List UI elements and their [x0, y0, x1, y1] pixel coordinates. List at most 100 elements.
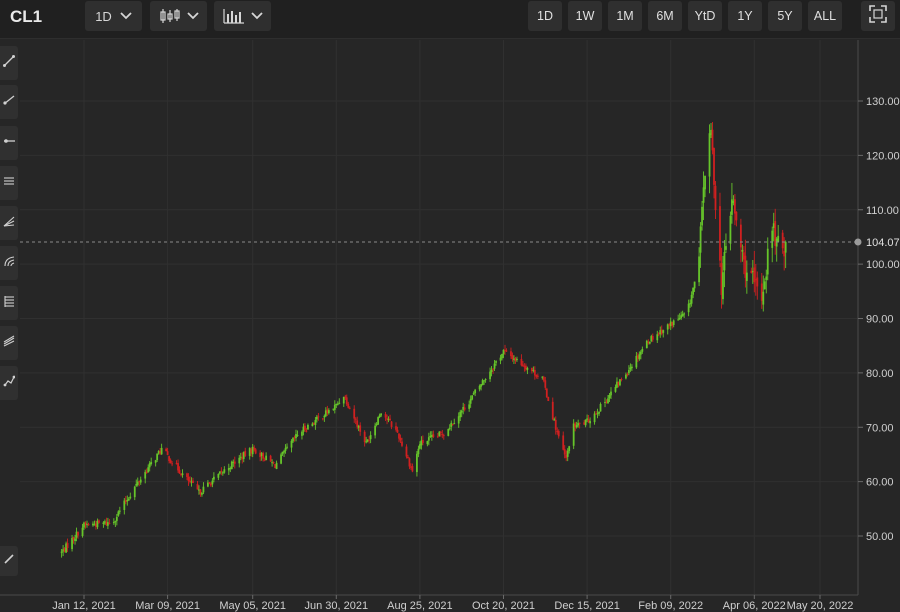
- candle-body: [490, 369, 493, 372]
- candle-body: [577, 422, 580, 426]
- candle-body: [208, 482, 211, 484]
- candle-body: [259, 452, 262, 458]
- candle-body: [175, 463, 178, 465]
- candle-body: [248, 448, 251, 456]
- path-icon: [3, 374, 16, 392]
- candle-body: [565, 454, 568, 458]
- candle-body: [321, 418, 324, 420]
- indicators-dropdown[interactable]: [214, 1, 271, 31]
- candle-body: [212, 476, 215, 480]
- candle-body: [784, 241, 787, 253]
- candle-body: [614, 386, 617, 392]
- candle-body: [639, 351, 642, 355]
- candle-body: [81, 527, 84, 537]
- candle-body: [145, 471, 148, 474]
- candle-body: [223, 469, 226, 473]
- candle-body: [659, 330, 662, 335]
- candle-body: [641, 348, 644, 352]
- range-button-ytd[interactable]: YtD: [688, 1, 722, 31]
- candle-body: [159, 450, 162, 454]
- candle-body: [620, 379, 623, 381]
- chart-grid: [20, 40, 858, 595]
- candle-body: [220, 470, 223, 472]
- candle-body: [429, 435, 432, 437]
- range-button-1d[interactable]: 1D: [528, 1, 562, 31]
- candle-body: [104, 521, 106, 523]
- candle-body: [201, 492, 203, 495]
- range-button-1m[interactable]: 1M: [608, 1, 642, 31]
- candle-body: [74, 538, 76, 541]
- candle-body: [681, 314, 684, 317]
- candle-body: [750, 270, 753, 274]
- candle-body: [760, 283, 763, 301]
- range-button-all[interactable]: ALL: [808, 1, 842, 31]
- trend-line-tool[interactable]: [0, 46, 18, 80]
- candle-body: [127, 498, 130, 501]
- candle-body: [295, 434, 297, 439]
- candle-body: [399, 437, 402, 441]
- candle-body: [189, 480, 191, 482]
- candle-body: [450, 422, 453, 427]
- path-tool[interactable]: [0, 366, 18, 400]
- candle-body: [710, 129, 712, 136]
- candle-body: [462, 407, 465, 410]
- candle-body: [687, 303, 690, 313]
- candle-body: [617, 381, 620, 385]
- range-button-5y[interactable]: 5Y: [768, 1, 802, 31]
- candle-body: [168, 456, 170, 462]
- candle-body: [377, 417, 380, 425]
- horizontal-ray-tool[interactable]: [0, 126, 18, 160]
- candle-body: [396, 429, 399, 433]
- range-button-6m[interactable]: 6M: [648, 1, 682, 31]
- range-button-1w[interactable]: 1W: [568, 1, 602, 31]
- candle-body: [666, 324, 669, 330]
- candle-body: [523, 366, 526, 368]
- candle-body: [296, 434, 299, 436]
- candle-body: [572, 423, 575, 446]
- chart-type-dropdown[interactable]: [150, 1, 207, 31]
- fullscreen-button[interactable]: [861, 1, 895, 31]
- ray-tool[interactable]: [0, 85, 18, 119]
- candle-body: [356, 420, 359, 427]
- range-button-1y[interactable]: 1Y: [728, 1, 762, 31]
- fib-fan-tool[interactable]: [0, 246, 18, 280]
- x-tick-label: Dec 15, 2021: [554, 600, 619, 612]
- candle-body: [610, 391, 612, 396]
- candle-body: [647, 341, 650, 344]
- candle-body: [753, 267, 756, 283]
- candle-body: [292, 437, 294, 442]
- x-axis-ticks: Jan 12, 2021 Mar 09, 2021 May 05, 2021 Jun …: [52, 595, 853, 612]
- candle-body: [783, 251, 786, 257]
- interval-dropdown[interactable]: 1D: [85, 1, 142, 31]
- fib-retracement-tool[interactable]: [0, 206, 18, 240]
- candle-body: [345, 397, 348, 405]
- candle-body: [619, 379, 621, 386]
- candle-body: [763, 281, 766, 290]
- candle-body: [510, 351, 512, 357]
- parallel-channel-tool[interactable]: [0, 166, 18, 200]
- candle-body: [347, 403, 350, 408]
- candle-body: [178, 469, 181, 474]
- chevron-down-icon: [120, 12, 132, 20]
- chart-toolbar: CL1 1D 1D: [0, 0, 900, 39]
- candle-body: [638, 354, 641, 360]
- candle-body: [254, 449, 257, 454]
- candle-body: [169, 459, 172, 463]
- candle-body: [405, 446, 408, 457]
- candle-body: [514, 358, 517, 361]
- fib-levels-tool[interactable]: [0, 286, 18, 320]
- candle-body: [386, 418, 388, 420]
- candle-body: [275, 462, 278, 469]
- candle-body: [683, 313, 686, 315]
- x-tick-label: Mar 09, 2021: [135, 600, 200, 612]
- candle-body: [734, 199, 736, 214]
- more-tools[interactable]: [0, 546, 18, 576]
- pitchfork-tool[interactable]: [0, 326, 18, 360]
- candle-body: [566, 450, 569, 457]
- candle-body: [75, 531, 78, 538]
- pitchfork-icon: [3, 334, 15, 352]
- last-price-dot: [854, 238, 862, 246]
- candle-body: [416, 453, 418, 473]
- candle-body: [86, 524, 88, 526]
